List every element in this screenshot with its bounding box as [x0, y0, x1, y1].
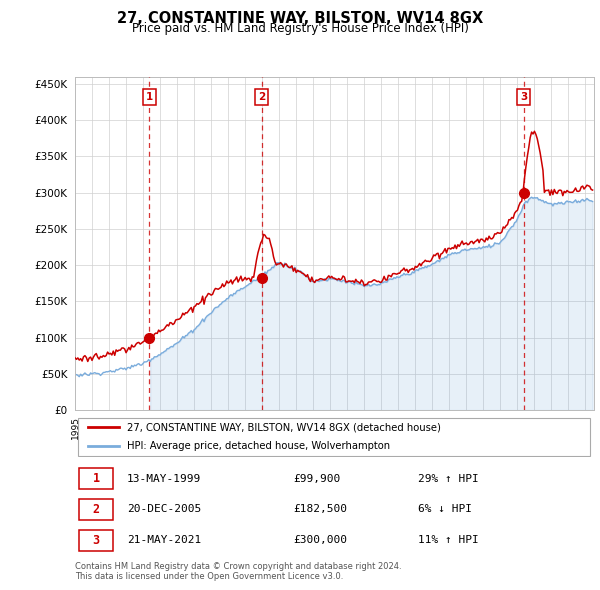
Text: 11% ↑ HPI: 11% ↑ HPI — [418, 535, 478, 545]
Text: 1: 1 — [146, 92, 153, 102]
Text: Contains HM Land Registry data © Crown copyright and database right 2024.: Contains HM Land Registry data © Crown c… — [75, 562, 401, 571]
Text: 3: 3 — [92, 534, 100, 547]
Text: HPI: Average price, detached house, Wolverhampton: HPI: Average price, detached house, Wolv… — [127, 441, 390, 451]
Text: 29% ↑ HPI: 29% ↑ HPI — [418, 474, 478, 484]
Text: 2: 2 — [258, 92, 265, 102]
Text: 6% ↓ HPI: 6% ↓ HPI — [418, 504, 472, 514]
Text: 27, CONSTANTINE WAY, BILSTON, WV14 8GX: 27, CONSTANTINE WAY, BILSTON, WV14 8GX — [117, 11, 483, 25]
Text: 20-DEC-2005: 20-DEC-2005 — [127, 504, 201, 514]
Text: 27, CONSTANTINE WAY, BILSTON, WV14 8GX (detached house): 27, CONSTANTINE WAY, BILSTON, WV14 8GX (… — [127, 422, 441, 432]
Text: 21-MAY-2021: 21-MAY-2021 — [127, 535, 201, 545]
FancyBboxPatch shape — [79, 468, 113, 489]
Text: 1: 1 — [92, 472, 100, 485]
Text: This data is licensed under the Open Government Licence v3.0.: This data is licensed under the Open Gov… — [75, 572, 343, 581]
Text: £300,000: £300,000 — [293, 535, 347, 545]
Text: Price paid vs. HM Land Registry's House Price Index (HPI): Price paid vs. HM Land Registry's House … — [131, 22, 469, 35]
Text: 3: 3 — [520, 92, 527, 102]
Text: 2: 2 — [92, 503, 100, 516]
Text: £182,500: £182,500 — [293, 504, 347, 514]
Text: £99,900: £99,900 — [293, 474, 340, 484]
FancyBboxPatch shape — [79, 530, 113, 551]
FancyBboxPatch shape — [79, 499, 113, 520]
Text: 13-MAY-1999: 13-MAY-1999 — [127, 474, 201, 484]
FancyBboxPatch shape — [77, 418, 590, 455]
